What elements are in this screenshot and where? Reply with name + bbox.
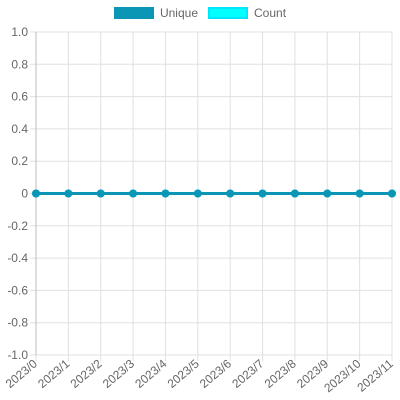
x-tick-label: 2023/11 [354,356,396,394]
y-tick-label: -0.6 [7,283,28,297]
y-tick-label: 0 [21,187,28,201]
x-tick-label: 2023/7 [229,356,266,391]
y-tick-label: 1.0 [11,25,28,39]
x-tick-label: 2023/6 [197,356,234,391]
legend-swatch-count [208,7,248,19]
legend-label-unique: Unique [159,6,198,20]
legend-swatch-unique [113,7,154,19]
data-point-unique [226,189,235,198]
data-point-unique [355,189,364,198]
x-tick-label: 2023/3 [100,356,137,391]
data-point-unique [161,189,170,198]
data-point-unique [129,189,138,198]
legend-item-count[interactable]: Count [208,6,286,20]
x-tick-label: 2023/5 [165,356,202,391]
y-tick-label: 0.6 [11,90,28,104]
y-tick-label: 0.2 [11,154,28,168]
data-point-unique [193,189,202,198]
data-point-unique [388,189,396,198]
y-tick-label: 0.8 [11,57,28,71]
x-tick-label: 2023/8 [262,356,299,391]
legend-item-unique[interactable]: Unique [113,6,198,20]
y-tick-label: -0.4 [7,251,28,265]
y-tick-label: -0.2 [7,219,28,233]
data-point-unique [323,189,332,198]
y-tick-label: -0.8 [7,316,28,330]
y-tick-label: -1.0 [7,348,28,362]
data-point-unique [96,189,105,198]
data-point-unique [32,189,40,198]
x-tick-label: 2023/1 [35,356,72,391]
legend-label-count: Count [254,6,287,20]
legend: Unique Count [0,6,400,20]
y-tick-label: 0.4 [11,122,28,136]
x-tick-label: 2023/2 [68,356,105,391]
x-tick-label: 2023/10 [321,356,363,395]
data-point-unique [64,189,73,198]
x-tick-label: 2023/4 [132,356,169,391]
data-point-unique [290,189,299,198]
data-point-unique [258,189,267,198]
